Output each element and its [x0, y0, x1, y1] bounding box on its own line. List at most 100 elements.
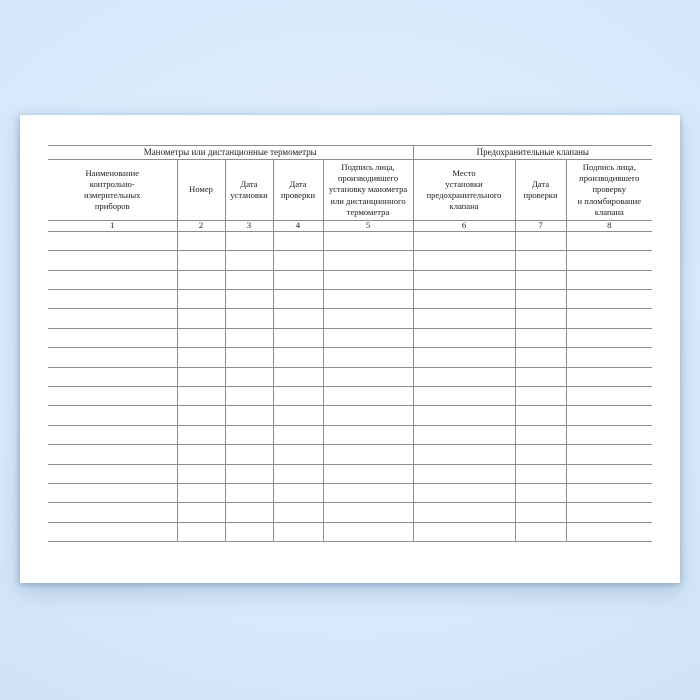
document-page: Манометры или дистанционные термометры П…	[20, 115, 680, 583]
empty-cell	[272, 424, 324, 446]
empty-cell	[412, 269, 516, 291]
empty-cell	[272, 366, 324, 387]
empty-cell	[224, 385, 274, 407]
empty-cell	[565, 289, 653, 310]
empty-cell	[514, 385, 567, 407]
empty-cell	[224, 347, 274, 368]
empty-cell	[176, 230, 226, 252]
empty-cell	[514, 250, 567, 271]
empty-cell	[565, 424, 653, 446]
empty-cell	[176, 502, 226, 523]
empty-cell	[412, 385, 516, 407]
table-row	[48, 463, 653, 484]
empty-cell	[565, 463, 653, 484]
col-number-1: 1	[48, 219, 178, 232]
empty-cell	[514, 366, 567, 387]
table-row	[48, 482, 653, 504]
table-row	[48, 502, 653, 523]
empty-cell	[48, 289, 178, 310]
table-row	[48, 289, 653, 310]
empty-cell	[412, 327, 516, 349]
col-header-installer-signature: Подпись лица, производившего установку м…	[322, 159, 414, 221]
empty-cell	[514, 230, 567, 252]
empty-cell	[176, 405, 226, 426]
col-header-valve-signature: Подпись лица, производившего проверку и …	[565, 159, 653, 221]
empty-cell	[322, 308, 414, 329]
empty-cell	[565, 230, 653, 252]
empty-cell	[176, 521, 226, 543]
empty-cell	[322, 366, 414, 387]
empty-cell	[322, 424, 414, 446]
empty-cell	[322, 327, 414, 349]
group-header-row: Манометры или дистанционные термометры П…	[48, 145, 653, 160]
empty-cell	[412, 366, 516, 387]
col-number-5: 5	[322, 219, 414, 232]
empty-cell	[412, 250, 516, 271]
empty-cell	[322, 463, 414, 484]
group-header-manometers: Манометры или дистанционные термометры	[48, 145, 414, 160]
empty-cell	[514, 269, 567, 291]
empty-cell	[224, 463, 274, 484]
empty-cell	[322, 250, 414, 271]
empty-cell	[514, 502, 567, 523]
table-row	[48, 347, 653, 368]
col-header-instrument-name: Наименование контрольно- измерительных п…	[48, 159, 178, 221]
empty-cell	[272, 502, 324, 523]
empty-cell	[322, 269, 414, 291]
empty-cell	[565, 250, 653, 271]
empty-cell	[412, 444, 516, 465]
empty-cell	[322, 289, 414, 310]
empty-cell	[514, 521, 567, 543]
empty-cell	[412, 347, 516, 368]
empty-cell	[322, 385, 414, 407]
empty-cell	[224, 521, 274, 543]
empty-cell	[224, 308, 274, 329]
empty-cell	[514, 424, 567, 446]
table-row	[48, 405, 653, 426]
empty-cell	[565, 385, 653, 407]
empty-cell	[565, 521, 653, 543]
table-row	[48, 327, 653, 349]
empty-cell	[176, 250, 226, 271]
empty-cell	[224, 230, 274, 252]
table-row	[48, 269, 653, 291]
empty-cell	[48, 269, 178, 291]
empty-cell	[514, 405, 567, 426]
empty-cell	[224, 424, 274, 446]
empty-cell	[322, 347, 414, 368]
empty-cell	[412, 230, 516, 252]
column-header-row: Наименование контрольно- измерительных п…	[48, 159, 653, 221]
empty-cell	[412, 463, 516, 484]
empty-cell	[565, 482, 653, 504]
empty-cell	[565, 269, 653, 291]
empty-cell	[272, 308, 324, 329]
table-row	[48, 308, 653, 329]
empty-cell	[48, 463, 178, 484]
empty-cell	[48, 347, 178, 368]
empty-cell	[565, 444, 653, 465]
empty-cell	[48, 366, 178, 387]
empty-cell	[272, 327, 324, 349]
empty-cell	[412, 424, 516, 446]
empty-cell	[272, 482, 324, 504]
table-row	[48, 424, 653, 446]
empty-cell	[322, 502, 414, 523]
empty-cell	[514, 444, 567, 465]
empty-cell	[48, 444, 178, 465]
empty-cell	[565, 405, 653, 426]
empty-cell	[565, 327, 653, 349]
empty-cell	[412, 502, 516, 523]
empty-cell	[48, 385, 178, 407]
empty-cell	[412, 482, 516, 504]
empty-cell	[224, 482, 274, 504]
empty-cell	[322, 482, 414, 504]
registration-form-table: Манометры или дистанционные термометры П…	[48, 145, 653, 543]
col-number-6: 6	[412, 219, 516, 232]
col-number-2: 2	[176, 219, 226, 232]
empty-cell	[224, 327, 274, 349]
empty-cell	[272, 347, 324, 368]
col-number-8: 8	[565, 219, 653, 232]
col-number-3: 3	[224, 219, 274, 232]
empty-cell	[514, 482, 567, 504]
empty-cell	[48, 405, 178, 426]
